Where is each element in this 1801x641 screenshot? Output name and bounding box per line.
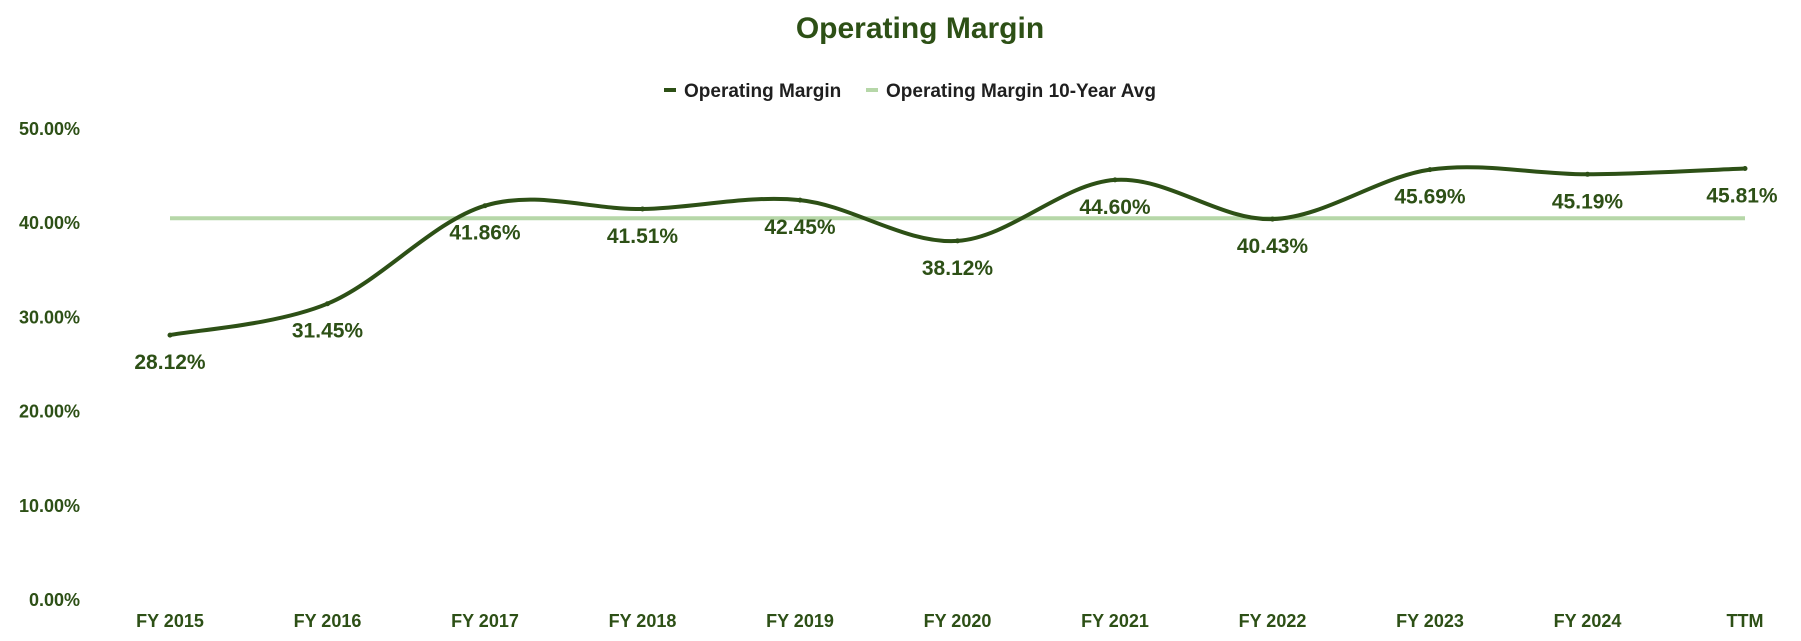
y-tick-label: 30.00% bbox=[19, 307, 80, 327]
legend-swatch-operating-margin bbox=[664, 88, 676, 92]
data-label: 40.43% bbox=[1237, 235, 1309, 258]
legend: Operating Margin Operating Margin 10-Yea… bbox=[664, 81, 1156, 102]
data-point bbox=[1270, 216, 1275, 222]
x-tick-label: FY 2023 bbox=[1396, 611, 1464, 631]
data-label: 28.12% bbox=[134, 351, 206, 374]
data-point bbox=[1585, 171, 1590, 177]
x-tick-label: FY 2016 bbox=[294, 611, 362, 631]
x-axis: FY 2015 FY 2016 FY 2017 FY 2018 FY 2019 FY 20… bbox=[136, 611, 1763, 631]
y-tick-label: 10.00% bbox=[19, 496, 80, 516]
x-tick-label: FY 2017 bbox=[451, 611, 519, 631]
data-label: 45.19% bbox=[1552, 190, 1624, 213]
data-point bbox=[167, 332, 173, 338]
y-tick-label: 0.00% bbox=[29, 590, 80, 610]
data-point bbox=[325, 301, 330, 307]
series-line-operating-margin bbox=[168, 165, 1747, 338]
y-axis: 0.00% 10.00% 20.00% 30.00% 40.00% 50.00% bbox=[19, 119, 80, 610]
x-tick-label: FY 2021 bbox=[1081, 611, 1149, 631]
legend-label-10-year-avg: Operating Margin 10-Year Avg bbox=[886, 81, 1156, 102]
data-labels: 28.12% 31.45% 41.86% 41.51% 42.45% 38.12% 44.6… bbox=[134, 184, 1778, 374]
data-label: 41.51% bbox=[607, 225, 679, 248]
legend-label-operating-margin: Operating Margin bbox=[684, 81, 841, 102]
data-point bbox=[955, 238, 960, 244]
series-layer bbox=[167, 165, 1748, 338]
data-point bbox=[1427, 167, 1433, 173]
y-tick-label: 40.00% bbox=[19, 213, 80, 233]
data-label: 41.86% bbox=[449, 222, 521, 245]
data-point bbox=[1742, 166, 1748, 171]
data-label: 31.45% bbox=[292, 320, 364, 343]
data-label: 38.12% bbox=[922, 257, 994, 280]
data-point bbox=[797, 197, 803, 203]
x-tick-label: TTM bbox=[1727, 611, 1764, 631]
data-point bbox=[482, 203, 488, 209]
y-tick-label: 20.00% bbox=[19, 402, 80, 422]
x-tick-label: FY 2020 bbox=[924, 611, 992, 631]
data-point bbox=[640, 206, 645, 212]
chart-title: Operating Margin bbox=[796, 12, 1044, 45]
data-label: 44.60% bbox=[1079, 196, 1151, 219]
x-tick-label: FY 2019 bbox=[766, 611, 834, 631]
data-point bbox=[1112, 177, 1118, 183]
data-label: 45.69% bbox=[1394, 186, 1466, 209]
x-tick-label: FY 2018 bbox=[609, 611, 677, 631]
legend-swatch-10-year-avg bbox=[866, 88, 878, 92]
y-tick-label: 50.00% bbox=[19, 119, 80, 139]
data-label: 45.81% bbox=[1706, 184, 1778, 207]
x-tick-label: FY 2022 bbox=[1239, 611, 1307, 631]
x-tick-label: FY 2024 bbox=[1554, 611, 1622, 631]
x-tick-label: FY 2015 bbox=[136, 611, 204, 631]
data-label: 42.45% bbox=[764, 216, 836, 239]
